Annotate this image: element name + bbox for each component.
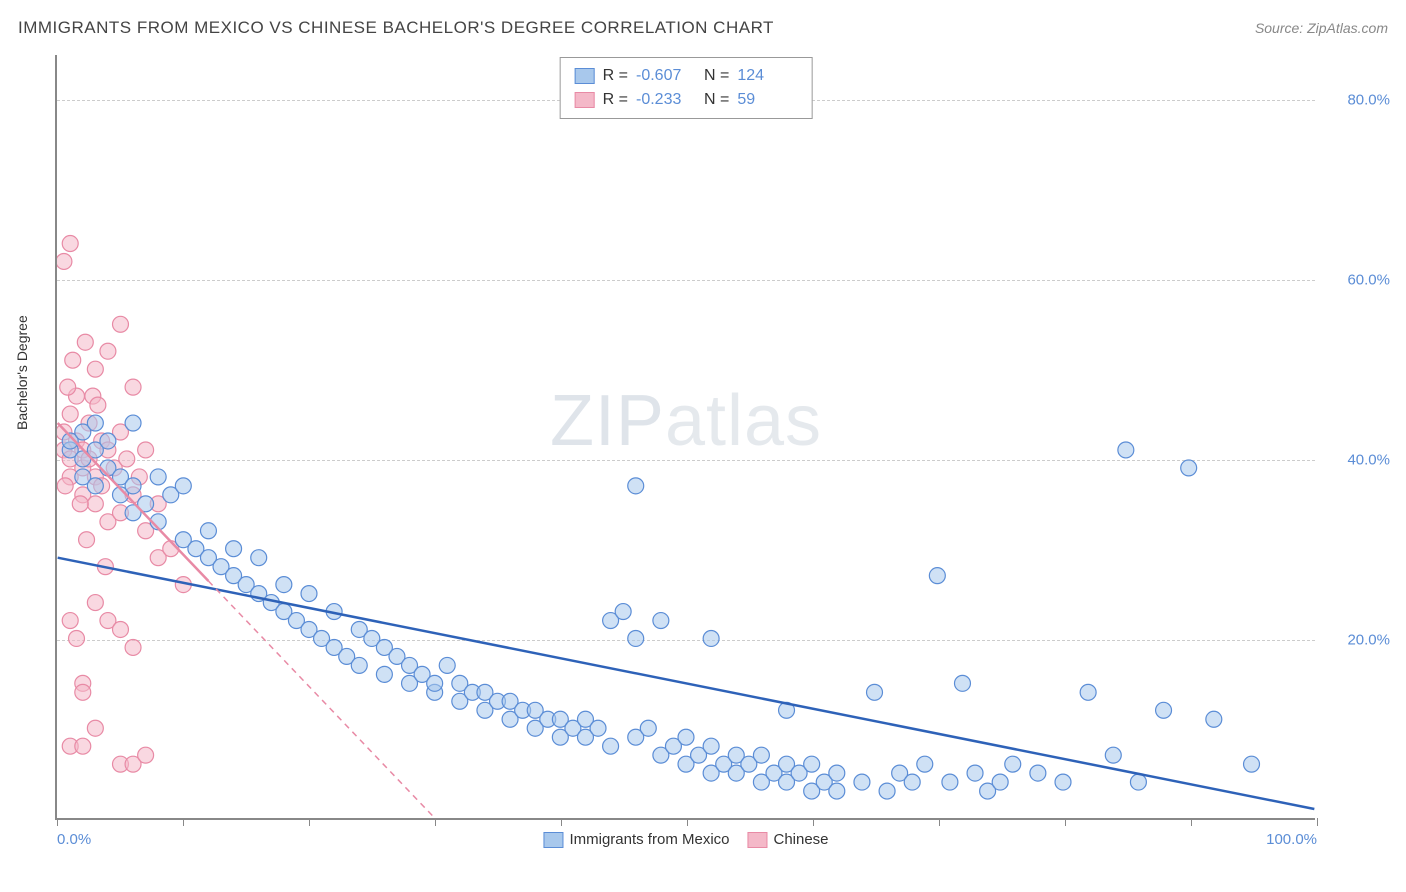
xtick	[1317, 818, 1318, 826]
legend-item-chinese: Chinese	[747, 831, 828, 848]
n-value-chinese: 59	[737, 88, 797, 112]
xtick	[687, 818, 688, 826]
plot-area: ZIPatlas R = -0.607 N = 124 R = -0.233 N…	[55, 55, 1315, 820]
xtick	[561, 818, 562, 826]
y-axis-label: Bachelor's Degree	[14, 315, 30, 430]
legend-swatch-chinese	[747, 832, 767, 848]
chart-svg	[57, 55, 1315, 818]
r-value-mexico: -0.607	[636, 64, 696, 88]
swatch-mexico	[575, 68, 595, 84]
ytick-label: 20.0%	[1325, 632, 1390, 649]
xtick	[1191, 818, 1192, 826]
ytick-label: 40.0%	[1325, 452, 1390, 469]
legend-label-mexico: Immigrants from Mexico	[569, 831, 729, 848]
xtick	[939, 818, 940, 826]
stats-legend: R = -0.607 N = 124 R = -0.233 N = 59	[560, 57, 813, 119]
ytick-label: 60.0%	[1325, 272, 1390, 289]
stats-row-chinese: R = -0.233 N = 59	[575, 88, 798, 112]
series-legend: Immigrants from Mexico Chinese	[543, 831, 828, 848]
legend-swatch-mexico	[543, 832, 563, 848]
stats-row-mexico: R = -0.607 N = 124	[575, 64, 798, 88]
swatch-chinese	[575, 92, 595, 108]
xtick	[309, 818, 310, 826]
ytick-label: 80.0%	[1325, 92, 1390, 109]
xtick	[57, 818, 58, 826]
n-value-mexico: 124	[737, 64, 797, 88]
source-label: Source: ZipAtlas.com	[1255, 20, 1388, 36]
xtick	[183, 818, 184, 826]
xtick-label: 100.0%	[1266, 831, 1317, 848]
r-value-chinese: -0.233	[636, 88, 696, 112]
xtick	[1065, 818, 1066, 826]
xtick-label: 0.0%	[57, 831, 91, 848]
xtick	[813, 818, 814, 826]
legend-item-mexico: Immigrants from Mexico	[543, 831, 729, 848]
xtick	[435, 818, 436, 826]
legend-label-chinese: Chinese	[773, 831, 828, 848]
chart-title: IMMIGRANTS FROM MEXICO VS CHINESE BACHEL…	[18, 18, 774, 38]
